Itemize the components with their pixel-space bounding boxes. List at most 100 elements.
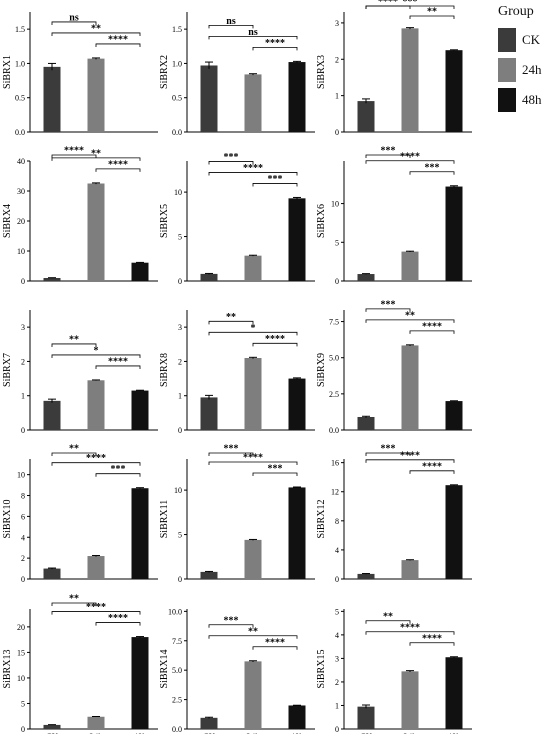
y-tick-label: 5.0 — [172, 666, 182, 675]
significance-label: ** — [248, 626, 258, 637]
bar-48h — [288, 62, 306, 132]
y-tick-label: 0.5 — [15, 94, 25, 103]
y-tick-label: 5 — [335, 607, 339, 616]
significance-label: **** — [422, 633, 442, 644]
y-tick-label: 0 — [21, 575, 25, 584]
y-tick-label: 0 — [178, 426, 182, 435]
significance-label: ** — [226, 312, 236, 323]
bar-24h — [87, 183, 105, 281]
bar-48h — [131, 390, 149, 430]
significance-bracket — [51, 157, 141, 161]
significance-label: ns — [248, 27, 258, 38]
y-tick-label: 3 — [335, 654, 339, 663]
significance-bracket — [409, 171, 455, 175]
y-tick-label: 7.5 — [329, 318, 339, 327]
y-tick-label: 0 — [21, 426, 25, 435]
significance-label: **** — [108, 613, 128, 624]
bar-48h — [445, 186, 463, 281]
bar-48h — [288, 487, 306, 579]
x-tick-label: 48h — [133, 732, 147, 734]
bar-24h — [244, 358, 262, 430]
significance-bracket — [252, 46, 298, 51]
significance-label: *** — [224, 615, 239, 626]
y-tick-label: 0 — [335, 128, 339, 137]
legend-label-48h: 48h — [522, 92, 542, 107]
x-tick-label: CK — [203, 732, 216, 734]
bar-ck — [43, 400, 61, 430]
y-tick-label: 2 — [335, 678, 339, 687]
y-axis-label: SiBRX10 — [2, 500, 13, 539]
y-tick-label: 40 — [17, 157, 25, 166]
significance-label: *** — [111, 464, 126, 475]
y-tick-label: 1 — [335, 92, 339, 101]
y-tick-label: 5.0 — [329, 354, 339, 363]
y-tick-label: 10 — [17, 471, 25, 480]
significance-bracket — [208, 461, 298, 465]
y-axis-label: SiBRX13 — [2, 650, 13, 689]
bar-48h — [445, 485, 463, 579]
y-axis-label: SiBRX8 — [159, 353, 170, 387]
legend-title: Group — [498, 4, 534, 19]
bar-24h — [401, 28, 419, 133]
y-tick-label: 10.0 — [168, 607, 182, 616]
significance-label: ns — [226, 16, 236, 27]
significance-bracket — [365, 5, 455, 9]
significance-bracket — [409, 470, 455, 474]
bar-48h — [288, 378, 306, 430]
legend-item-48h: 48h — [498, 86, 550, 114]
y-tick-label: 0.0 — [172, 725, 182, 734]
bar-24h — [244, 255, 262, 281]
y-tick-label: 2 — [335, 55, 339, 64]
significance-label: **** — [400, 622, 420, 633]
significance-label: ns — [69, 12, 79, 23]
significance-label: **** — [108, 34, 128, 45]
bar-48h — [131, 488, 149, 579]
y-tick-label: 12 — [331, 488, 339, 497]
significance-bracket — [51, 354, 141, 358]
y-tick-label: 1.0 — [172, 59, 182, 68]
bar-24h — [87, 556, 105, 579]
significance-label: **** — [243, 163, 263, 174]
y-tick-label: 10 — [174, 486, 182, 495]
y-tick-label: 6 — [21, 512, 25, 521]
y-tick-label: 1 — [21, 392, 25, 401]
significance-bracket — [252, 183, 298, 187]
significance-label: ** — [69, 444, 79, 455]
significance-label: **** — [422, 321, 442, 332]
significance-bracket — [252, 342, 298, 347]
y-tick-label: 10 — [17, 247, 25, 256]
bar-ck — [357, 573, 375, 579]
significance-bracket — [208, 624, 254, 628]
significance-label: **** — [108, 159, 128, 170]
significance-label: * — [94, 345, 99, 356]
significance-label: **** — [108, 356, 128, 367]
y-axis-label: SiBRX6 — [316, 204, 327, 238]
x-tick-label: 48h — [290, 732, 304, 734]
significance-bracket — [365, 319, 455, 323]
y-tick-label: 0.0 — [172, 128, 182, 137]
y-tick-label: 2.5 — [329, 390, 339, 399]
significance-bracket — [365, 308, 411, 312]
significance-label: **** — [265, 637, 285, 648]
y-tick-label: 0 — [335, 277, 339, 286]
significance-bracket — [208, 35, 298, 40]
y-tick-label: 10 — [174, 188, 182, 197]
y-tick-label: 16 — [331, 459, 339, 468]
bar-ck — [43, 568, 61, 579]
y-tick-label: 3 — [178, 323, 182, 332]
significance-label: ** — [69, 334, 79, 345]
significance-label: ** — [383, 611, 393, 622]
significance-bracket — [95, 473, 141, 477]
bar-ck — [357, 416, 375, 430]
chart-sibrx2: 0.0 0.5 1.0 1.5 SiBRX2 ns ns **** — [159, 12, 315, 137]
significance-bracket — [208, 320, 254, 325]
y-tick-label: 20 — [17, 623, 25, 632]
y-tick-label: 3 — [21, 323, 25, 332]
bar-48h — [131, 637, 149, 729]
significance-bracket — [365, 631, 455, 635]
y-tick-label: 1.5 — [15, 25, 25, 34]
